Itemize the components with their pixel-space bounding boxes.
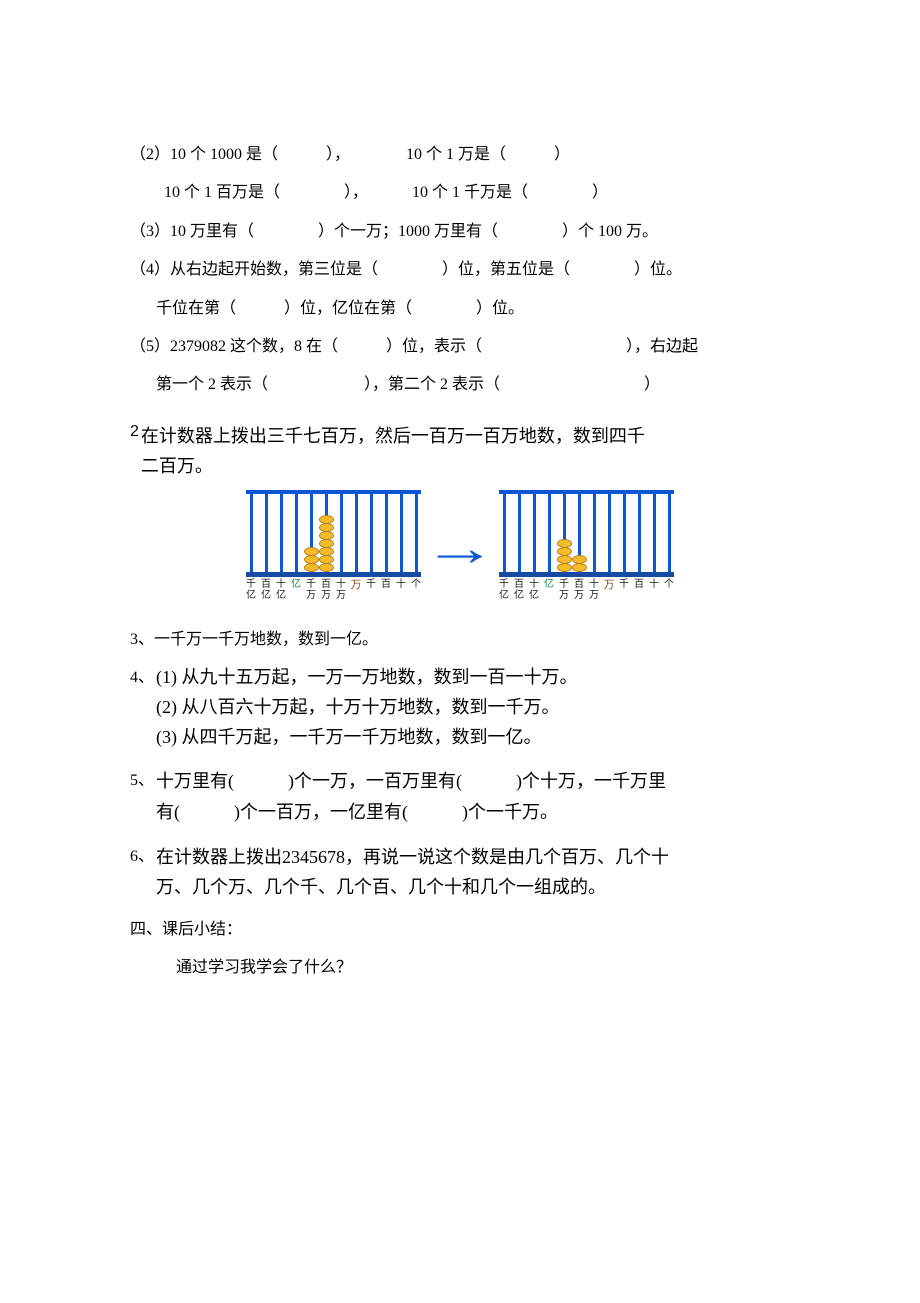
question-5-line2: 第一个 2 表示（ ），第二个 2 表示（ ） — [156, 370, 790, 400]
q4-sub-3: (3) 从四千万起，一千万一千万地数，数到一亿。 — [156, 723, 578, 753]
place-label: 千亿 — [499, 579, 509, 607]
abacus-rod — [544, 490, 554, 572]
abacus-rod — [559, 490, 569, 572]
q6-line2: 万、几个万、几个千、几个百、几个十和几个一组成的。 — [156, 872, 669, 903]
q4-body: (1) 从九十五万起，一万一万地数，数到一百一十万。 (2) 从八百六十万起，十… — [156, 663, 578, 752]
place-label: 千 — [619, 579, 629, 607]
bead-icon — [319, 563, 334, 572]
question-after-3: 5、 十万里有( )个一万，一百万里有( )个十万，一千万里 有( )个一百万，… — [130, 766, 790, 827]
abacus-rod — [366, 490, 376, 572]
abacus-rod — [604, 490, 614, 572]
question-5-line1: （5）2379082 这个数，8 在（ ）位，表示（ ），右边起 — [130, 332, 790, 362]
abacus-rod — [276, 490, 286, 572]
place-label: 亿 — [291, 579, 301, 607]
abacus-left: 千亿百亿十亿亿千万百万十万万千百十个 — [246, 490, 421, 607]
place-label: 百亿 — [261, 579, 271, 607]
place-label: 百万 — [574, 579, 584, 607]
abacus-rod — [321, 490, 331, 572]
summary-title: 四、课后小结： — [130, 915, 790, 945]
place-label: 个 — [664, 579, 674, 607]
question-2-line1: （2）10 个 1000 是（ ）， 10 个 1 万是（ ） — [130, 140, 790, 170]
place-label: 百亿 — [514, 579, 524, 607]
abacus-rods — [246, 490, 421, 572]
q6-lead: 6、 — [130, 842, 154, 872]
place-label: 十万 — [336, 579, 346, 607]
place-label: 十 — [649, 579, 659, 607]
abacus-rod — [306, 490, 316, 572]
question-after-1: 3、一千万一千万地数，数到一亿。 — [130, 625, 790, 655]
bead-icon — [557, 563, 572, 572]
q4-sub-1: (1) 从九十五万起，一万一万地数，数到一百一十万。 — [156, 663, 578, 693]
summary-text: 通过学习我学会了什么？ — [176, 953, 790, 983]
q6-line1: 在计数器上拨出2345678，再说一说这个数是由几个百万、几个十 — [156, 842, 669, 873]
place-label: 十 — [396, 579, 406, 607]
abacus-rod — [619, 490, 629, 572]
place-label: 百 — [381, 579, 391, 607]
question-4-line1: （4）从右边起开始数，第三位是（ ）位，第五位是（ ）位。 — [130, 255, 790, 285]
q5-lead: 5、 — [130, 766, 154, 796]
question-after-4: 6、 在计数器上拨出2345678，再说一说这个数是由几个百万、几个十 万、几个… — [130, 842, 790, 903]
abacus-right: 千亿百亿十亿亿千万百万十万万千百十个 — [499, 490, 674, 607]
abacus-rod — [529, 490, 539, 572]
question-after-2: 4、 (1) 从九十五万起，一万一万地数，数到一百一十万。 (2) 从八百六十万… — [130, 663, 790, 752]
bead-icon — [572, 563, 587, 572]
place-label: 亿 — [544, 579, 554, 607]
place-label: 十亿 — [529, 579, 539, 607]
abacus-rod — [261, 490, 271, 572]
abacus-rod — [499, 490, 509, 572]
q4-lead: 4、 — [130, 663, 154, 693]
abacus-labels: 千亿百亿十亿亿千万百万十万万千百十个 — [499, 579, 674, 607]
q5-line2: 有( )个一百万，一亿里有( )个一千万。 — [156, 797, 666, 828]
abacus-q-text-line2: 二百万。 — [141, 451, 645, 482]
abacus-rod — [336, 490, 346, 572]
place-label: 十万 — [589, 579, 599, 607]
place-label: 千万 — [559, 579, 569, 607]
abacus-rod — [664, 490, 674, 572]
q6-body: 在计数器上拨出2345678，再说一说这个数是由几个百万、几个十 万、几个万、几… — [156, 842, 669, 903]
abacus-question-text: 在计数器上拨出三千七百万，然后一百万一百万地数，数到四千 二百万。 — [141, 421, 645, 482]
q5-line1: 十万里有( )个一万，一百万里有( )个十万，一千万里 — [156, 766, 666, 797]
abacus-rod — [396, 490, 406, 572]
abacus-rod — [649, 490, 659, 572]
bead-icon — [304, 563, 319, 572]
question-4-line2: 千位在第（ ）位，亿位在第（ ）位。 — [156, 294, 790, 324]
abacus-rod — [574, 490, 584, 572]
abacus-rod — [291, 490, 301, 572]
place-label: 千万 — [306, 579, 316, 607]
arrow-icon: → — [423, 523, 498, 573]
question-3: （3）10 万里有（ ）个一万；1000 万里有（ ）个 100 万。 — [130, 217, 790, 247]
abacus-rod — [411, 490, 421, 572]
abacus-rod — [634, 490, 644, 572]
abacus-rod — [381, 490, 391, 572]
abacus-labels: 千亿百亿十亿亿千万百万十万万千百十个 — [246, 579, 421, 607]
place-label: 千亿 — [246, 579, 256, 607]
question-2-line2: 10 个 1 百万是（ ）， 10 个 1 千万是（ ） — [164, 178, 790, 208]
document-page: （2）10 个 1000 是（ ）， 10 个 1 万是（ ） 10 个 1 百… — [0, 0, 920, 1303]
abacus-question-number: 2 — [130, 421, 139, 443]
abacus-rods — [499, 490, 674, 572]
q5-body: 十万里有( )个一万，一百万里有( )个十万，一千万里 有( )个一百万，一亿里… — [156, 766, 666, 827]
place-label: 百万 — [321, 579, 331, 607]
abacus-diagram: 千亿百亿十亿亿千万百万十万万千百十个 → 千亿百亿十亿亿千万百万十万万千百十个 — [130, 490, 790, 607]
place-label: 百 — [634, 579, 644, 607]
place-label: 万 — [351, 579, 361, 607]
place-label: 个 — [411, 579, 421, 607]
abacus-q-text-line1: 在计数器上拨出三千七百万，然后一百万一百万地数，数到四千 — [141, 421, 645, 452]
abacus-rod — [589, 490, 599, 572]
q4-sub-2: (2) 从八百六十万起，十万十万地数，数到一千万。 — [156, 693, 578, 723]
abacus-question: 2 在计数器上拨出三千七百万，然后一百万一百万地数，数到四千 二百万。 — [130, 421, 790, 482]
place-label: 千 — [366, 579, 376, 607]
place-label: 万 — [604, 579, 614, 607]
place-label: 十亿 — [276, 579, 286, 607]
abacus-rod — [351, 490, 361, 572]
abacus-rod — [246, 490, 256, 572]
abacus-rod — [514, 490, 524, 572]
